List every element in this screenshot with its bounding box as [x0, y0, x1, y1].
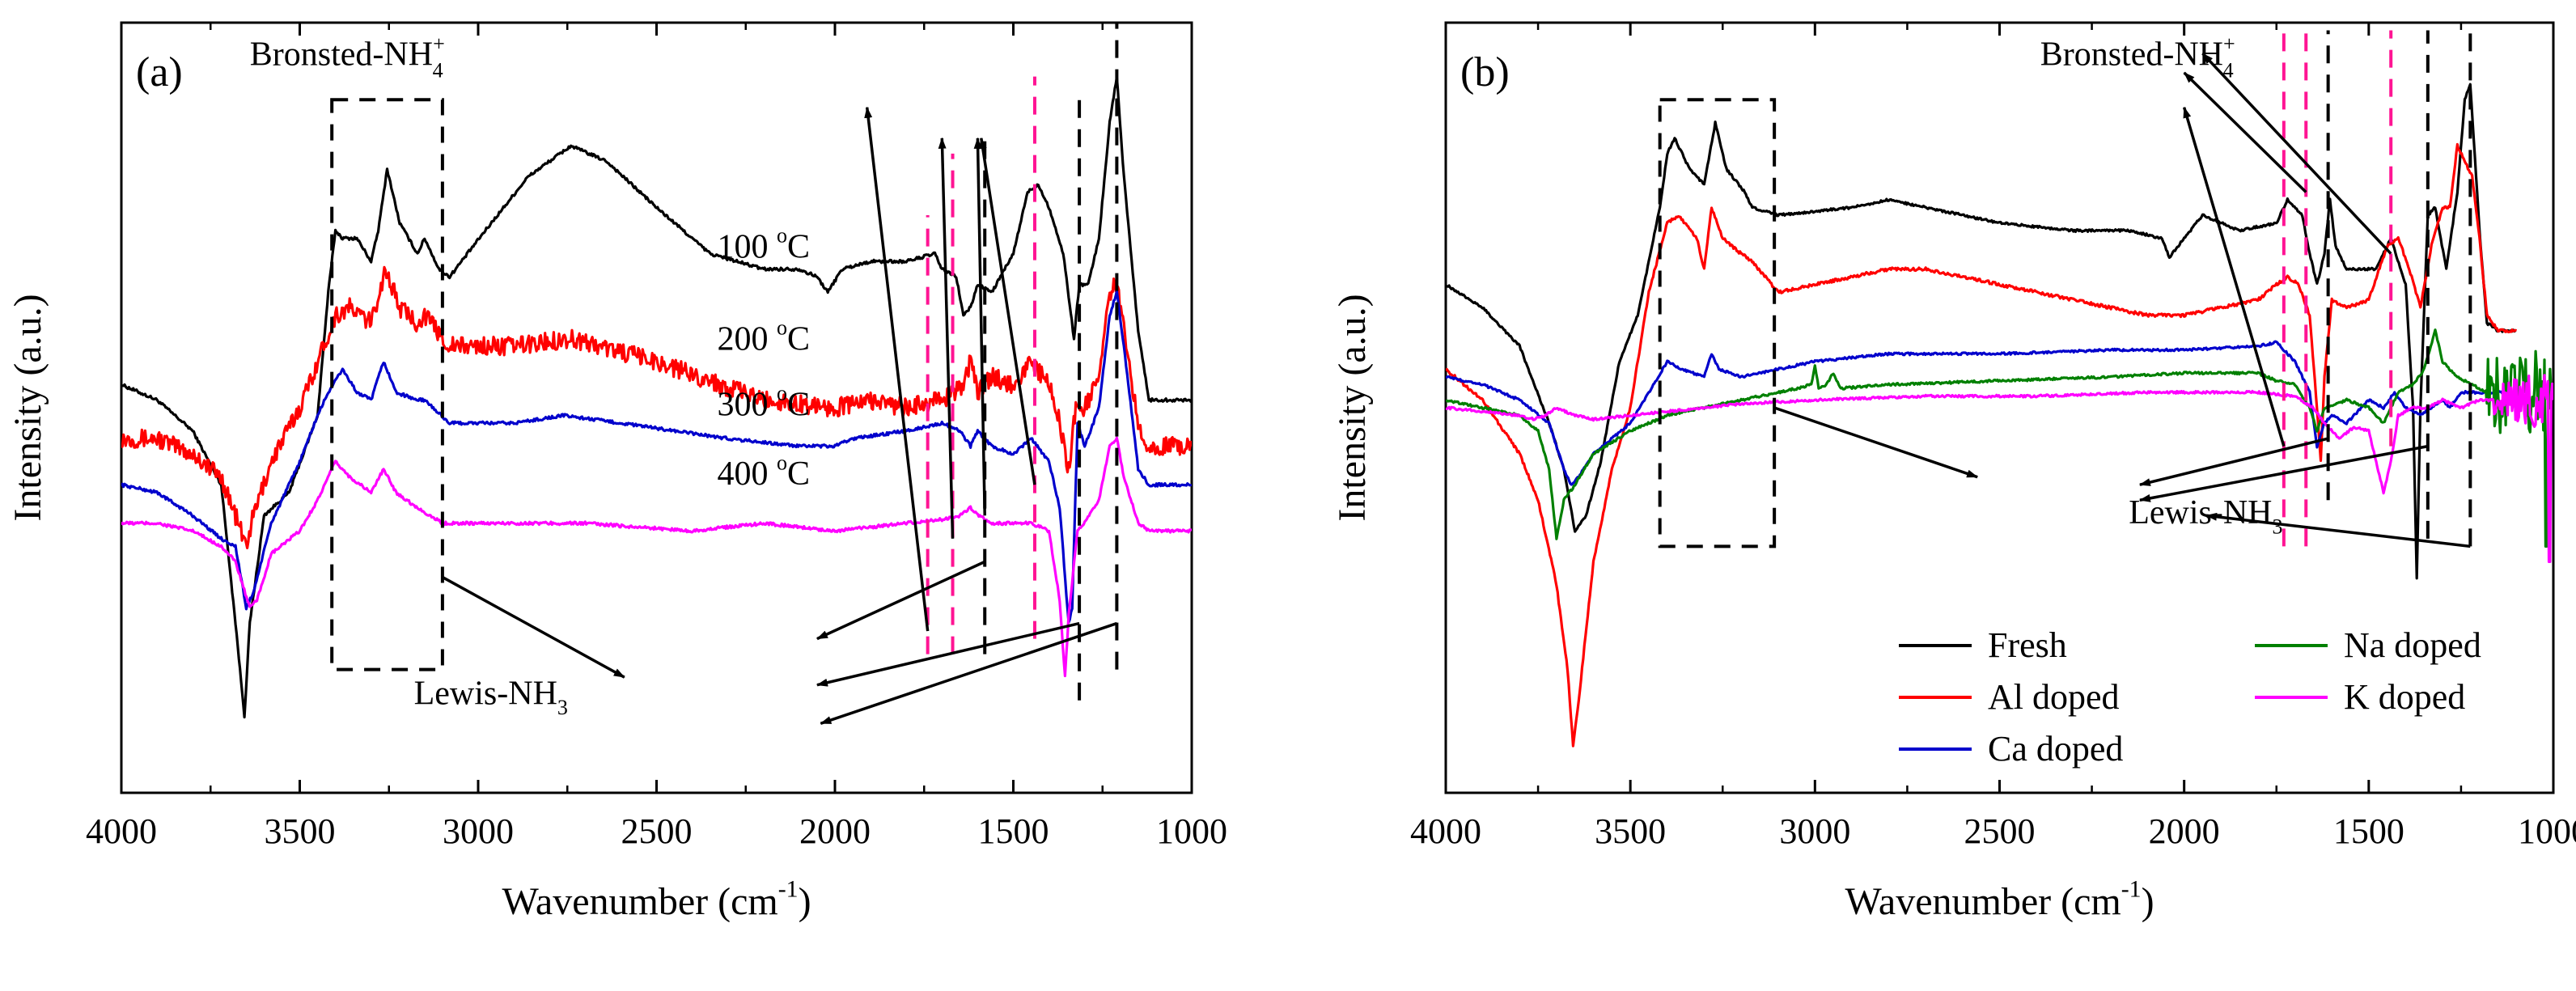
- x-tick-label: 2500: [621, 811, 693, 851]
- series-line-300-c: [121, 290, 1192, 624]
- legend-label: K doped: [2344, 677, 2465, 717]
- annotation-arrow: [2182, 106, 2286, 447]
- series-line-200-c: [121, 265, 1192, 550]
- x-tick-label: 1000: [1156, 811, 1227, 851]
- lewis-annotation-main: Lewis-NH: [414, 675, 557, 713]
- series-line-ca-doped: [1446, 340, 2518, 486]
- x-tick-label: 4000: [1410, 811, 1481, 851]
- annotation-arrow: [2138, 437, 2329, 486]
- series-line-fresh: [1446, 83, 2517, 580]
- bronsted-annotation: Bronsted-NH+ 4: [2040, 32, 2235, 83]
- annotation-arrow: [2138, 444, 2429, 502]
- x-tick-label: 2000: [2149, 811, 2220, 851]
- panel-a: 4000 3500 3000 2500 2000 1500 1000 Wavenumber (…: [6, 21, 1227, 923]
- x-tick-label: 3500: [265, 811, 336, 851]
- series-label-end: C: [787, 228, 810, 265]
- x-tick-label: 2500: [1964, 811, 2036, 851]
- bronsted-annotation-sup: +: [2223, 32, 2235, 56]
- plot-frame: [120, 21, 1193, 794]
- lewis-annotation-main: Lewis-NH: [2129, 494, 2272, 531]
- series-line-400-c: [121, 436, 1192, 678]
- series-label-end: C: [787, 387, 810, 424]
- series-label-sup: o: [777, 451, 787, 474]
- series-label-end: C: [787, 321, 810, 358]
- series-line-k-doped: [1446, 374, 2553, 564]
- bronsted-annotation-sub: 4: [2223, 58, 2234, 82]
- panel-label: (a): [136, 49, 183, 95]
- series-label-sup: o: [777, 316, 787, 340]
- annotation-arrow: [442, 575, 625, 679]
- x-axis-label-sup: -1: [2121, 875, 2142, 902]
- x-axis-label-end: ): [2142, 880, 2154, 923]
- plot-area: [121, 76, 1192, 719]
- lewis-annotation: Lewis-NH3: [2129, 494, 2282, 539]
- annotation-arrow: [816, 560, 985, 641]
- bronsted-annotation-sub: 4: [433, 58, 443, 82]
- x-tick-label: 1500: [978, 811, 1049, 851]
- annotation-arrow: [2183, 71, 2307, 193]
- x-tick-label: 3500: [1595, 811, 1666, 851]
- x-tick-label: 2000: [799, 811, 871, 851]
- x-axis-label: Wavenumber (cm-1): [1845, 875, 2154, 923]
- bronsted-annotation-main: Bronsted-NH: [2040, 36, 2223, 73]
- x-tick-label: 1000: [2518, 811, 2576, 851]
- x-axis-label: Wavenumber (cm-1): [502, 875, 811, 923]
- series-label: 400 oC: [718, 451, 811, 493]
- lewis-annotation: Lewis-NH3: [414, 675, 568, 720]
- series-label-main: 300: [718, 387, 777, 424]
- y-axis-label: Intensity (a.u.): [1331, 294, 1374, 521]
- y-axis-label: Intensity (a.u.): [6, 294, 49, 521]
- annotation-arrow: [973, 137, 986, 516]
- annotation-arrow: [864, 106, 930, 632]
- x-axis-label-end: ): [799, 880, 811, 923]
- legend-label: Na doped: [2344, 625, 2481, 665]
- x-tick-label: 4000: [86, 811, 157, 851]
- series-label-main: 400: [718, 455, 777, 493]
- series-label-main: 100: [718, 228, 777, 265]
- series-label: 100 oC: [718, 223, 811, 265]
- series-label-end: C: [787, 455, 810, 493]
- bronsted-annotation: Bronsted-NH+ 4: [250, 32, 445, 83]
- oh-region-box: [330, 98, 444, 671]
- legend-label: Al doped: [1988, 677, 2120, 717]
- legend: Fresh Na doped Al doped K doped Ca doped: [1899, 625, 2481, 769]
- series-line-na-doped: [1446, 328, 2553, 548]
- oh-region-box: [1658, 98, 1777, 548]
- legend-label: Ca doped: [1988, 729, 2123, 769]
- x-axis-label-main: Wavenumber (cm: [1845, 880, 2121, 923]
- annotation-arrow: [816, 621, 1080, 687]
- series-label-sup: o: [777, 382, 787, 405]
- series-label-main: 200: [718, 321, 777, 358]
- lewis-annotation-sub: 3: [557, 696, 568, 719]
- annotation-arrow: [2205, 512, 2471, 548]
- lewis-annotation-sub: 3: [2273, 515, 2283, 538]
- series-label: 300 oC: [718, 382, 811, 424]
- annotation-arrow: [2201, 52, 2392, 255]
- annotation-arrow: [978, 137, 1036, 485]
- annotation-arrow: [1773, 406, 1979, 479]
- bronsted-annotation-sup: +: [433, 32, 445, 56]
- bronsted-annotation-main: Bronsted-NH: [250, 36, 433, 73]
- plot-area: [1446, 83, 2553, 747]
- panel-b: 4000 3500 3000 2500 2000 1500 1000 Wavenumber (…: [1331, 21, 2576, 923]
- x-tick-label: 3000: [1779, 811, 1850, 851]
- x-tick-label: 3000: [443, 811, 514, 851]
- annotation-arrow: [938, 137, 955, 539]
- series-label-sup: o: [777, 223, 787, 247]
- x-tick-label: 1500: [2333, 811, 2404, 851]
- annotation-arrow: [820, 621, 1117, 725]
- panel-label: (b): [1460, 49, 1510, 95]
- x-axis-label-sup: -1: [778, 875, 799, 902]
- series-label: 200 oC: [718, 316, 811, 358]
- x-axis-label-main: Wavenumber (cm: [502, 880, 777, 923]
- legend-label: Fresh: [1988, 625, 2067, 665]
- series-line-100-c: [121, 76, 1192, 719]
